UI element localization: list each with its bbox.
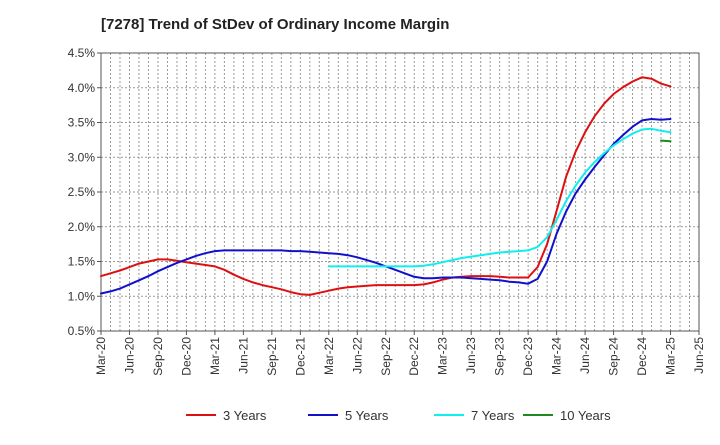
x-tick-label: Dec-23 xyxy=(521,337,535,376)
y-tick-label: 1.5% xyxy=(68,255,96,269)
x-tick-label: Jun-25 xyxy=(692,337,706,374)
x-tick-label: Mar-25 xyxy=(664,337,678,375)
series-line-10-years xyxy=(660,139,672,143)
x-tick-label: Sep-21 xyxy=(265,337,279,376)
series-line-3-years xyxy=(100,76,672,296)
x-tick-label: Mar-22 xyxy=(322,337,336,375)
series-line-7-years xyxy=(327,127,672,268)
x-tick-label: Sep-23 xyxy=(493,337,507,376)
x-tick-label: Mar-20 xyxy=(94,337,108,375)
x-tick-label: Mar-24 xyxy=(550,337,564,375)
y-tick-label: 2.0% xyxy=(68,220,96,234)
x-tick-label: Dec-21 xyxy=(293,337,307,376)
legend: 3 Years 5 Years 7 Years 10 Years xyxy=(186,408,611,423)
y-tick-label: 4.5% xyxy=(68,46,96,60)
legend-label: 3 Years xyxy=(223,408,267,423)
plot-area: 0.5% 1.0% 1.5% 2.0% 2.5% 3.0% 3.5% 4.0% 4.5% Mar-… xyxy=(68,46,706,376)
plot-frame xyxy=(100,52,700,332)
legend-label: 7 Years xyxy=(471,408,515,423)
x-tick-label: Mar-23 xyxy=(436,337,450,375)
x-tick-label: Sep-24 xyxy=(607,337,621,376)
legend-label: 5 Years xyxy=(345,408,389,423)
x-tick-label: Jun-21 xyxy=(236,337,250,374)
x-tick-label: Jun-20 xyxy=(122,337,136,374)
y-tick-label: 4.0% xyxy=(68,81,96,95)
x-tick-label: Mar-21 xyxy=(208,337,222,375)
x-tick-label: Jun-23 xyxy=(464,337,478,374)
x-tick-label: Sep-22 xyxy=(379,337,393,376)
y-tick-label: 1.0% xyxy=(68,289,96,303)
y-tick-label: 3.0% xyxy=(68,150,96,164)
legend-label: 10 Years xyxy=(560,408,611,423)
x-tick-label: Dec-24 xyxy=(635,337,649,376)
y-tick-label: 3.5% xyxy=(68,116,96,130)
x-tick-label: Dec-20 xyxy=(179,337,193,376)
x-tick-label: Sep-20 xyxy=(151,337,165,376)
x-tick-label: Jun-24 xyxy=(578,337,592,374)
x-tick-label: Jun-22 xyxy=(350,337,364,374)
y-tick-label: 2.5% xyxy=(68,185,96,199)
x-tick-label: Dec-22 xyxy=(407,337,421,376)
chart-title: [7278] Trend of StDev of Ordinary Income… xyxy=(101,16,449,33)
y-tick-label: 0.5% xyxy=(68,324,96,338)
